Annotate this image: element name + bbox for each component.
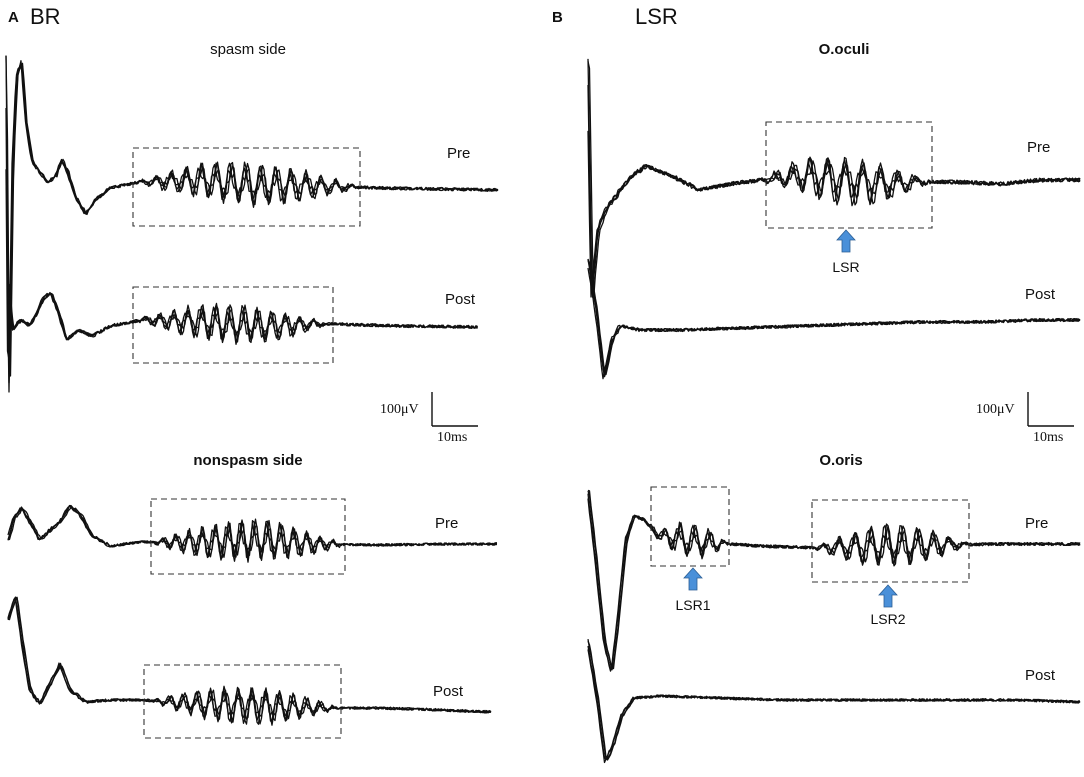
- panel-a: A BR spasm side Pre Post 100μV 10ms nons…: [5, 4, 499, 739]
- emg-trace-line: [587, 489, 1081, 670]
- trace-label-spasm-post: Post: [445, 291, 476, 308]
- traces-o-oculi-pre: [587, 58, 1081, 298]
- emg-trace-line: [5, 62, 499, 393]
- trace-label-o-oris-post: Post: [1025, 667, 1056, 684]
- emg-trace-line: [587, 84, 1081, 291]
- window-box-o-oculi-pre: [765, 121, 933, 229]
- emg-trace-line: [587, 498, 1081, 672]
- trace-label-o-oculi-post: Post: [1025, 286, 1056, 303]
- arrow-lsr1-icon: [683, 567, 703, 591]
- subplot-title-nonspasm-side: nonspasm side: [193, 452, 302, 469]
- window-box-nonspasm-post: [143, 664, 342, 739]
- traces-spasm-side-pre: [5, 55, 499, 393]
- subplot-title-o-oculi: O.oculi: [819, 41, 870, 58]
- emg-trace-line: [587, 258, 1081, 378]
- arrow-lsr2-icon: [878, 584, 898, 608]
- panel-b-title: LSR: [635, 4, 678, 29]
- trace-label-o-oris-pre: Pre: [1025, 515, 1048, 532]
- emg-trace-line: [587, 645, 1081, 760]
- window-box-o-oris-lsr1: [650, 486, 730, 567]
- emg-trace-line: [5, 60, 499, 361]
- subplot-title-o-oris: O.oris: [819, 452, 862, 469]
- scale-bar-a-time: 10ms: [437, 430, 467, 445]
- emg-trace-line: [7, 598, 492, 726]
- scale-bar-a-voltage: 100μV: [380, 402, 419, 417]
- scale-bar-b: 100μV 10ms: [976, 392, 1074, 445]
- traces-o-oris-pre: [587, 489, 1081, 672]
- panel-b-letter: B: [552, 9, 563, 26]
- arrow-lsr1: LSR1: [675, 567, 711, 613]
- panel-a-title: BR: [30, 4, 61, 29]
- arrow-lsr2-label: LSR2: [870, 611, 905, 627]
- emg-trace-line: [7, 288, 478, 344]
- window-box-spasm-post: [132, 286, 334, 364]
- trace-label-spasm-pre: Pre: [447, 145, 470, 162]
- arrow-lsr-label: LSR: [832, 259, 859, 275]
- traces-o-oculi-post: [587, 258, 1081, 380]
- scale-bar-a: 100μV 10ms: [380, 392, 478, 445]
- arrow-lsr-icon: [836, 229, 856, 253]
- trace-label-o-oculi-pre: Pre: [1027, 139, 1050, 156]
- trace-label-nonspasm-pre: Pre: [435, 515, 458, 532]
- arrow-lsr2: LSR2: [870, 584, 906, 627]
- traces-nonspasm-side-post: [7, 596, 492, 726]
- emg-trace-line: [5, 55, 499, 384]
- arrow-lsr1-label: LSR1: [675, 597, 710, 613]
- panel-a-letter: A: [8, 9, 19, 26]
- emg-trace-line: [587, 259, 1081, 377]
- emg-trace-line: [587, 649, 1081, 764]
- panel-b: B LSR O.oculi Pre LSR Post 100μV 10ms O.…: [552, 4, 1081, 764]
- subplot-title-spasm-side: spasm side: [210, 41, 286, 58]
- scale-bar-b-voltage: 100μV: [976, 402, 1015, 417]
- window-box-nonspasm-pre: [150, 498, 346, 575]
- emg-trace-line: [7, 596, 492, 722]
- traces-o-oris-post: [587, 638, 1081, 764]
- traces-nonspasm-side-pre: [7, 504, 498, 563]
- emg-trace-line: [7, 284, 478, 341]
- arrow-lsr: LSR: [832, 229, 860, 275]
- emg-trace-line: [587, 260, 1081, 376]
- traces-spasm-side-post: [7, 283, 479, 345]
- emg-trace-line: [7, 504, 498, 560]
- emg-trace-line: [587, 490, 1081, 671]
- scale-bar-b-time: 10ms: [1033, 430, 1063, 445]
- window-box-spasm-pre: [132, 147, 361, 227]
- trace-label-nonspasm-post: Post: [433, 683, 464, 700]
